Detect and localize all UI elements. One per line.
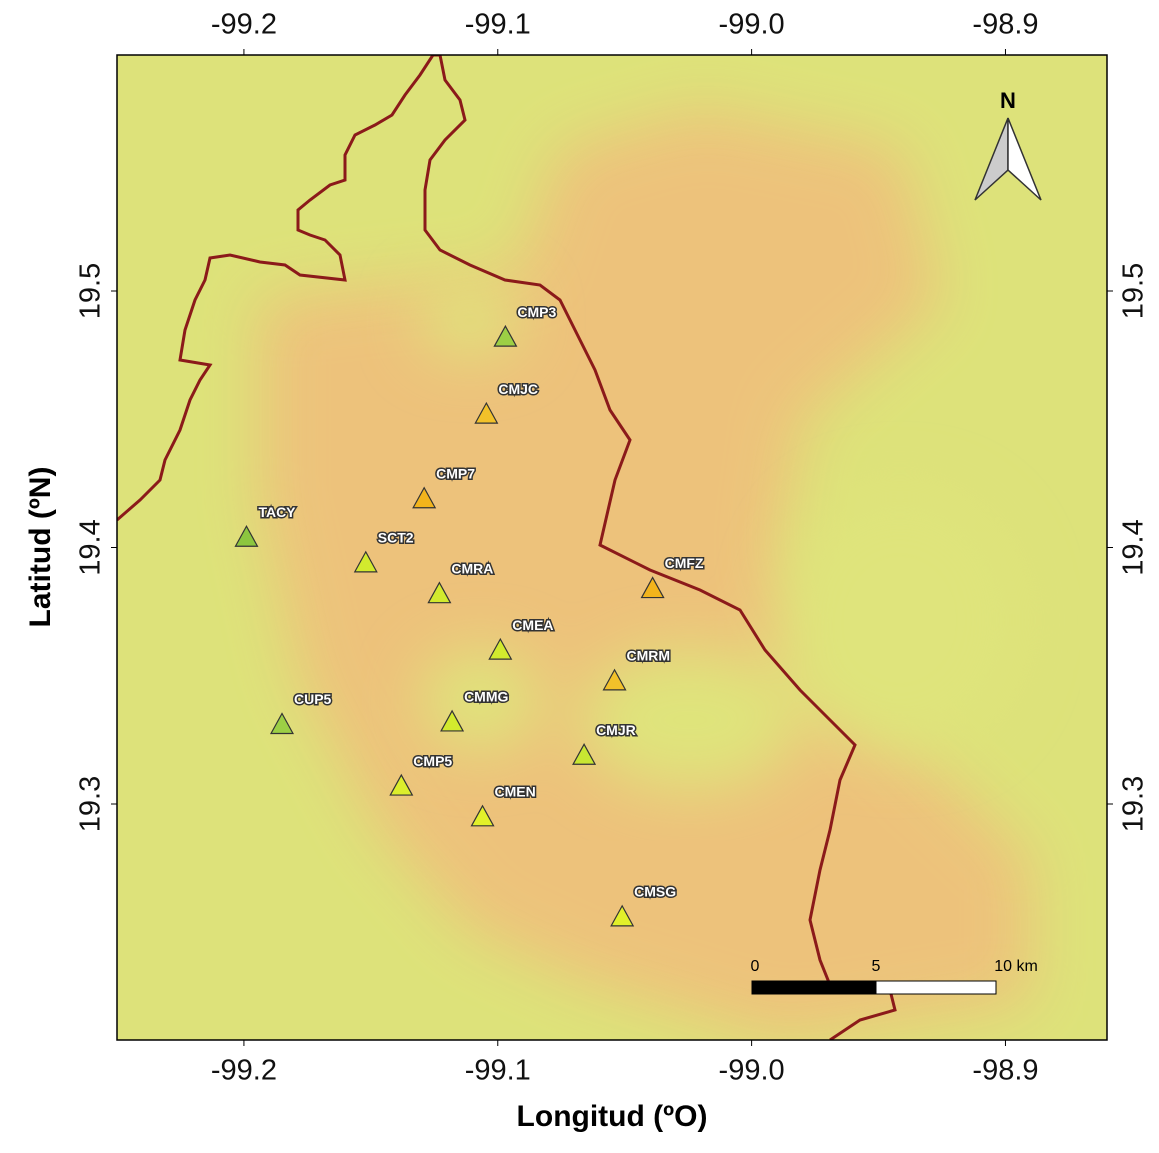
station-marker xyxy=(470,804,495,827)
y-tick-label: 19.4 xyxy=(75,519,107,575)
y-tick-label: 19.4 xyxy=(1118,519,1150,575)
station-label: CMSG xyxy=(634,884,676,900)
station-marker xyxy=(640,576,665,599)
station-label: TACY xyxy=(258,504,296,520)
station-label: CMFZ xyxy=(665,555,704,571)
station-label: CMP3 xyxy=(517,304,556,320)
y-tick-label: 19.5 xyxy=(1118,263,1150,319)
basemap xyxy=(117,55,1107,1040)
station-marker xyxy=(602,668,627,691)
station-marker xyxy=(474,401,499,424)
x-tick-label: -99.0 xyxy=(719,1055,785,1087)
station-marker xyxy=(427,581,452,604)
scale-label: 10 km xyxy=(994,958,1038,975)
station-label: CMRA xyxy=(451,560,493,576)
station-marker xyxy=(493,324,518,347)
x-tick-label: -99.2 xyxy=(211,9,277,41)
station-marker xyxy=(234,524,259,547)
station-marker xyxy=(353,550,378,573)
station-marker xyxy=(488,637,513,660)
station-label: CMEN xyxy=(495,784,536,800)
station-label: CMMG xyxy=(464,689,508,705)
x-tick-label: -98.9 xyxy=(972,9,1038,41)
station-label: CMRM xyxy=(627,648,671,664)
station-marker xyxy=(440,709,465,732)
x-tick-label: -99.2 xyxy=(211,1055,277,1087)
station-label: SCT2 xyxy=(378,530,414,546)
x-tick-label: -99.1 xyxy=(465,1055,531,1087)
x-tick-label: -99.0 xyxy=(719,9,785,41)
station-marker xyxy=(610,904,635,927)
y-tick-label: 19.3 xyxy=(75,776,107,832)
scale-label: 5 xyxy=(872,958,881,975)
scale-label: 0 xyxy=(751,958,760,975)
station-marker xyxy=(412,486,437,509)
north-arrow: N xyxy=(974,88,1042,201)
x-tick-label: -99.1 xyxy=(465,9,531,41)
north-label: N xyxy=(1000,88,1016,113)
x-axis-title: Longitud (ºO) xyxy=(517,1100,708,1133)
station-label: CMJC xyxy=(498,381,538,397)
scale-bar: 0 5 10 km xyxy=(751,958,1038,995)
station-label: CUP5 xyxy=(294,691,332,707)
y-tick-label: 19.5 xyxy=(75,263,107,319)
station-label: CMEA xyxy=(512,617,553,633)
station-marker xyxy=(572,743,597,765)
y-tick-label: 19.3 xyxy=(1118,776,1150,832)
y-axis-title: Latitud (ºN) xyxy=(24,467,57,628)
station-label: CMP5 xyxy=(413,753,452,769)
station-marker xyxy=(269,712,295,735)
station-label: CMJR xyxy=(596,722,636,738)
x-tick-label: -98.9 xyxy=(972,1055,1038,1087)
station-marker xyxy=(389,773,414,796)
station-label: CMP7 xyxy=(436,465,475,481)
